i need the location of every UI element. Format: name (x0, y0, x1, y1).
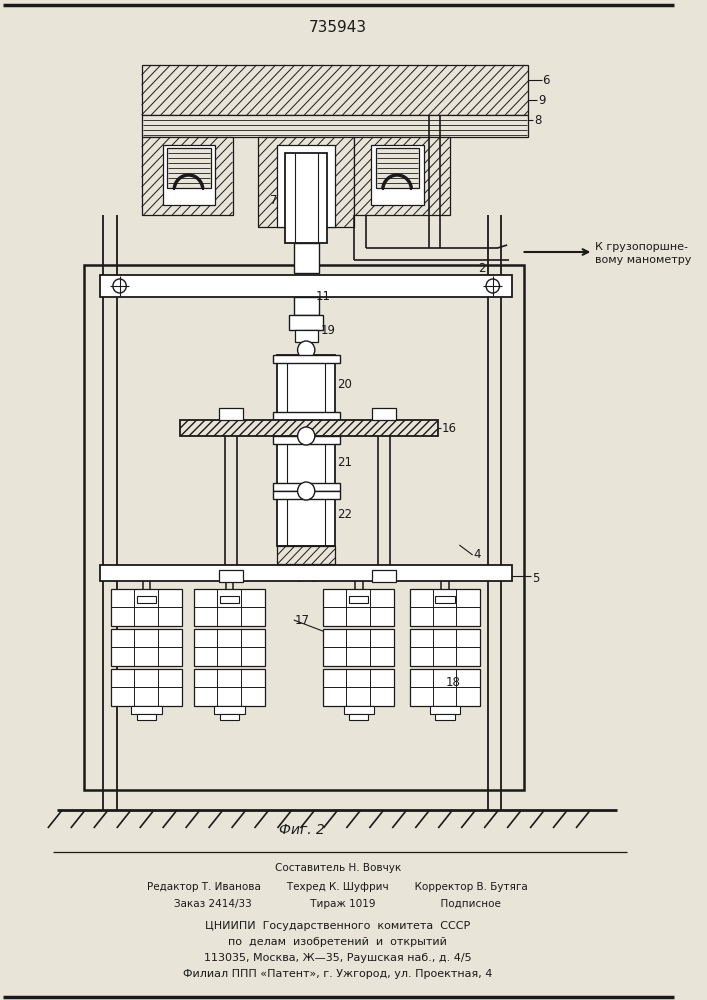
Text: Фиг. 2: Фиг. 2 (279, 823, 325, 837)
Text: 8: 8 (534, 113, 542, 126)
Bar (273, 483, 339, 491)
Bar (194, 629, 265, 666)
Bar (285, 153, 327, 243)
Text: 9: 9 (538, 94, 545, 106)
Bar (137, 596, 156, 603)
Bar (295, 330, 317, 342)
Bar (194, 669, 265, 706)
Bar (371, 145, 424, 205)
Bar (289, 315, 323, 330)
Bar (84, 265, 525, 790)
Text: К грузопоршне-: К грузопоршне- (595, 242, 688, 252)
Text: 22: 22 (337, 508, 352, 522)
Bar (219, 408, 243, 420)
Bar (273, 355, 339, 363)
Bar (436, 596, 455, 603)
Circle shape (298, 341, 315, 359)
Bar (349, 596, 368, 603)
Text: 18: 18 (446, 676, 461, 688)
Bar (111, 629, 182, 666)
Bar (180, 420, 438, 436)
Bar (273, 491, 339, 499)
Text: 2: 2 (479, 261, 486, 274)
Bar (277, 546, 335, 564)
Bar (219, 570, 243, 582)
Circle shape (486, 279, 499, 293)
Bar (372, 570, 396, 582)
Text: вому манометру: вому манометру (595, 255, 691, 265)
Text: 7: 7 (270, 194, 277, 207)
Text: 11: 11 (316, 290, 331, 304)
Bar (141, 65, 528, 115)
Text: 113035, Москва, Ж—35, Раушская наб., д. 4/5: 113035, Москва, Ж—35, Раушская наб., д. … (204, 953, 472, 963)
Bar (277, 491, 335, 546)
Bar (277, 436, 335, 491)
Bar (344, 706, 374, 714)
Bar (293, 297, 319, 315)
Text: 21: 21 (337, 456, 352, 468)
Bar (194, 589, 265, 626)
Text: 16: 16 (442, 422, 457, 434)
Bar (100, 565, 512, 581)
Text: 6: 6 (542, 74, 550, 87)
Text: Филиал ППП «Патент», г. Ужгород, ул. Проектная, 4: Филиал ППП «Патент», г. Ужгород, ул. Про… (183, 969, 493, 979)
Circle shape (113, 279, 127, 293)
Text: ЦНИИПИ  Государственного  комитета  СССР: ЦНИИПИ Государственного комитета СССР (205, 921, 470, 931)
Bar (137, 714, 156, 720)
Bar (277, 355, 335, 420)
Bar (436, 714, 455, 720)
Bar (409, 669, 480, 706)
Circle shape (298, 427, 315, 445)
Bar (220, 596, 239, 603)
Bar (273, 436, 339, 444)
Bar (141, 137, 233, 215)
Text: 5: 5 (532, 572, 539, 584)
Bar (323, 629, 395, 666)
Bar (141, 115, 528, 137)
Bar (111, 589, 182, 626)
Bar (349, 714, 368, 720)
Text: 735943: 735943 (309, 20, 367, 35)
Bar (409, 589, 480, 626)
Text: 17: 17 (295, 613, 310, 626)
Bar (323, 589, 395, 626)
Bar (376, 148, 419, 188)
Text: 20: 20 (337, 378, 351, 391)
Bar (323, 669, 395, 706)
Text: по  делам  изобретений  и  открытий: по делам изобретений и открытий (228, 937, 448, 947)
Bar (131, 706, 162, 714)
Polygon shape (277, 546, 335, 564)
Bar (214, 706, 245, 714)
Bar (258, 137, 354, 227)
Bar (354, 137, 450, 215)
Bar (220, 714, 239, 720)
Bar (430, 706, 460, 714)
Bar (277, 546, 335, 564)
Bar (168, 148, 211, 188)
Bar (277, 145, 335, 227)
Bar (163, 145, 216, 205)
Text: 19: 19 (320, 324, 336, 336)
Bar (293, 243, 319, 273)
Bar (409, 629, 480, 666)
Bar (273, 412, 339, 420)
Text: Составитель Н. Вовчук: Составитель Н. Вовчук (274, 863, 401, 873)
Circle shape (298, 482, 315, 500)
Text: 4: 4 (474, 548, 481, 562)
Bar (111, 669, 182, 706)
Bar (372, 408, 396, 420)
Text: Заказ 2414/33                  Тираж 1019                    Подписное: Заказ 2414/33 Тираж 1019 Подписное (175, 899, 501, 909)
Text: Редактор Т. Иванова        Техред К. Шуфрич        Корректор В. Бутяга: Редактор Т. Иванова Техред К. Шуфрич Кор… (147, 882, 528, 892)
Bar (100, 275, 512, 297)
